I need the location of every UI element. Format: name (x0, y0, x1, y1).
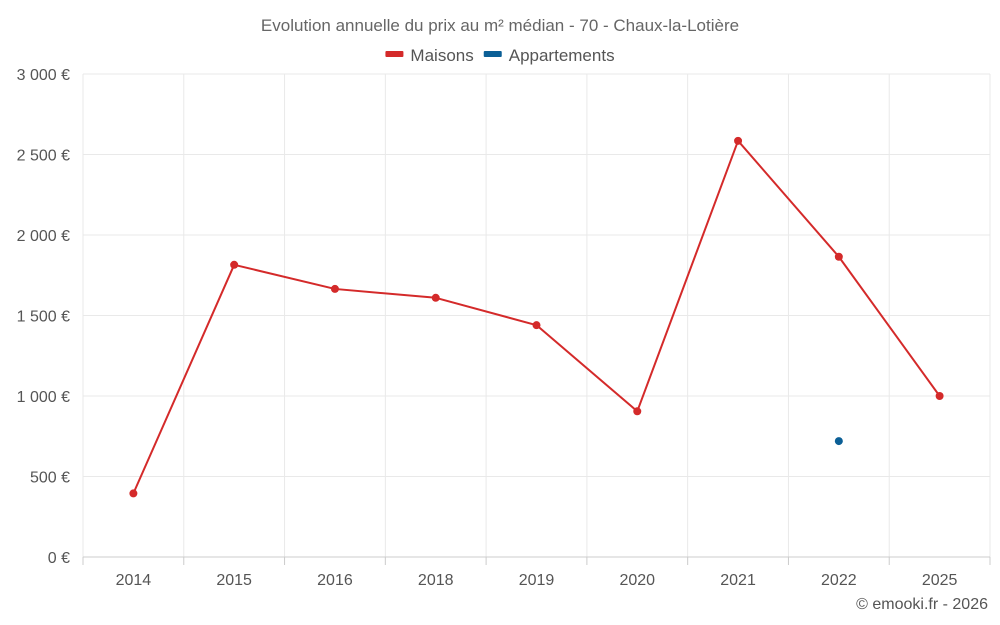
legend-swatch-appartements (483, 51, 502, 57)
y-axis-ticks: 0 € 500 € 1 000 € 1 500 € 2 000 € 2 500 € 3 00… (17, 67, 70, 567)
data-point-maisons (330, 284, 339, 293)
y-tick-label: 3 000 € (17, 67, 70, 84)
legend-item-appartements: Appartements (483, 46, 615, 65)
x-tick-label: 2019 (519, 572, 555, 589)
x-tick-label: 2022 (821, 572, 857, 589)
data-point-maisons (230, 260, 239, 269)
x-tick-label: 2016 (317, 572, 353, 589)
legend-swatch-maisons (385, 51, 404, 57)
series-maisons (129, 136, 944, 498)
x-tick-label: 2015 (216, 572, 252, 589)
y-tick-label: 1 500 € (17, 309, 70, 326)
data-point-maisons (129, 489, 138, 498)
series-appartements (834, 437, 843, 446)
data-point-appartements (834, 437, 843, 446)
x-tick-label: 2018 (418, 572, 454, 589)
x-tick-label: 2020 (619, 572, 655, 589)
x-gridlines (82, 74, 991, 565)
data-point-maisons (935, 392, 944, 400)
data-point-maisons (633, 407, 642, 416)
y-tick-label: 1 000 € (17, 389, 70, 406)
legend-item-maisons: Maisons (385, 46, 474, 65)
chart-title: Evolution annuelle du prix au m² médian … (261, 16, 739, 35)
series-line-maisons (132, 139, 941, 494)
legend-label-maisons: Maisons (410, 46, 473, 65)
series-layer (129, 136, 944, 498)
y-gridlines (83, 73, 990, 477)
y-tick-label: 2 000 € (17, 228, 70, 245)
data-point-maisons (734, 136, 743, 145)
credit-text: © emooki.fr - 2026 (856, 596, 988, 613)
legend-label-appartements: Appartements (509, 46, 615, 65)
x-tick-label: 2025 (922, 572, 958, 589)
y-tick-label: 500 € (30, 470, 70, 487)
y-tick-label: 0 € (48, 550, 70, 567)
data-point-maisons (532, 321, 541, 330)
data-point-maisons (834, 252, 843, 261)
x-axis-ticks: 2014 2015 2016 2018 2019 2020 2021 2022 2025 (116, 572, 958, 589)
data-point-maisons (431, 293, 440, 302)
legend: Maisons Appartements (385, 46, 615, 65)
x-tick-label: 2021 (720, 572, 756, 589)
x-tick-label: 2014 (116, 572, 152, 589)
y-tick-label: 2 500 € (17, 148, 70, 165)
